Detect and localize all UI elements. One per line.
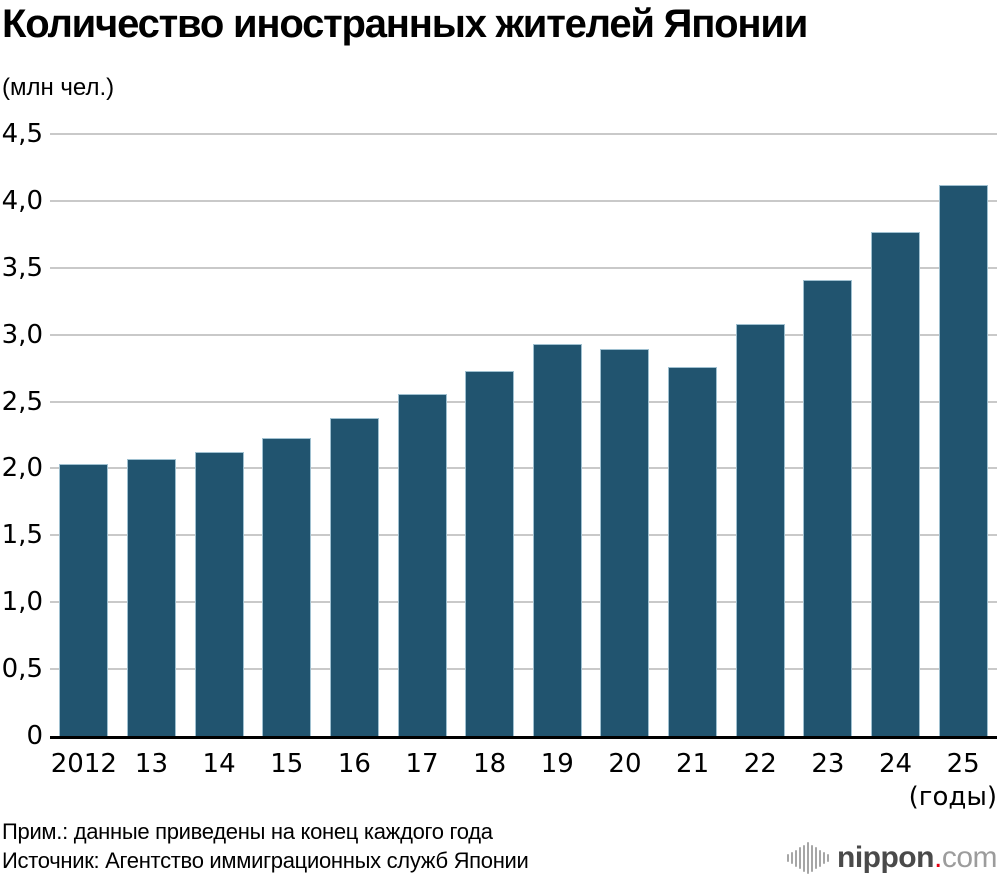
- gridline: [50, 199, 997, 202]
- x-tick-label: 19: [540, 749, 574, 779]
- gridline: [50, 266, 997, 269]
- gridline: [50, 668, 997, 671]
- gridline: [50, 333, 997, 336]
- y-tick-label: 2,0: [1, 453, 43, 484]
- footnotes: Прим.: данные приведены на конец каждого…: [2, 817, 529, 875]
- x-tick-label: 23: [811, 749, 845, 779]
- gridline: [50, 601, 997, 604]
- x-tick-label: 22: [743, 749, 777, 779]
- bar: [735, 324, 785, 736]
- x-tick-label: 24: [878, 749, 913, 779]
- x-tick-label: 13: [134, 749, 168, 779]
- gridline: [50, 133, 997, 135]
- y-tick-label: 0,5: [1, 654, 43, 685]
- bar: [803, 280, 853, 736]
- bar: [329, 418, 379, 736]
- x-tick-label: 21: [676, 749, 710, 779]
- bar: [465, 371, 515, 736]
- y-tick-label: 0: [26, 721, 43, 751]
- bar: [59, 464, 109, 736]
- x-tick-label: 14: [202, 749, 236, 779]
- bar: [600, 349, 650, 736]
- bar: [194, 452, 244, 736]
- x-tick-label: 20: [608, 749, 642, 779]
- logo-tld: com: [941, 841, 998, 874]
- y-axis-unit-label: (млн чел.): [2, 74, 115, 101]
- y-tick-label: 1,0: [1, 587, 43, 618]
- x-axis-note: (годы): [908, 782, 997, 812]
- plot-area: [50, 133, 997, 739]
- bar: [668, 367, 718, 736]
- footnote-source: Источник: Агентство иммиграционных служб…: [2, 848, 529, 873]
- y-axis-labels: 0 0,5 1,0 1,5 2,0 2,5 3,0 3,5 4,0 4,5: [0, 119, 43, 751]
- gridline: [50, 400, 997, 403]
- x-tick-label: 15: [270, 749, 304, 779]
- bar: [126, 459, 176, 736]
- soundwave-logo-icon: [786, 841, 829, 875]
- x-tick-label: 16: [337, 749, 371, 779]
- bar: [938, 185, 988, 736]
- logo-brand: nippon: [837, 841, 934, 874]
- bar: [532, 344, 582, 736]
- x-axis-labels: 2012 13 14 15 16 17 18 19 20 21 22 23 24 25: [50, 748, 997, 780]
- y-tick-label: 3,5: [1, 252, 43, 283]
- x-tick-label: 2012: [50, 749, 117, 779]
- y-tick-label: 1,5: [1, 520, 43, 551]
- footnote-note: Прим.: данные приведены на конец каждого…: [2, 819, 493, 844]
- nippon-logo: nippon.com: [786, 840, 998, 876]
- bar: [871, 232, 921, 736]
- gridline: [50, 534, 997, 537]
- gridline: [50, 467, 997, 470]
- logo-dot: .: [933, 841, 942, 874]
- y-tick-label: 3,0: [1, 319, 43, 350]
- x-tick-label: 18: [473, 749, 507, 779]
- y-tick-label: 4,0: [1, 185, 43, 216]
- x-tick-label: 17: [405, 749, 439, 779]
- y-tick-label: 2,5: [1, 386, 43, 417]
- bar: [262, 438, 312, 736]
- logo-text: nippon.com: [837, 841, 998, 875]
- bar: [397, 394, 447, 736]
- page-title: Количество иностранных жителей Японии: [2, 2, 808, 46]
- x-tick-label: 25: [946, 749, 980, 779]
- y-tick-label: 4,5: [1, 119, 43, 149]
